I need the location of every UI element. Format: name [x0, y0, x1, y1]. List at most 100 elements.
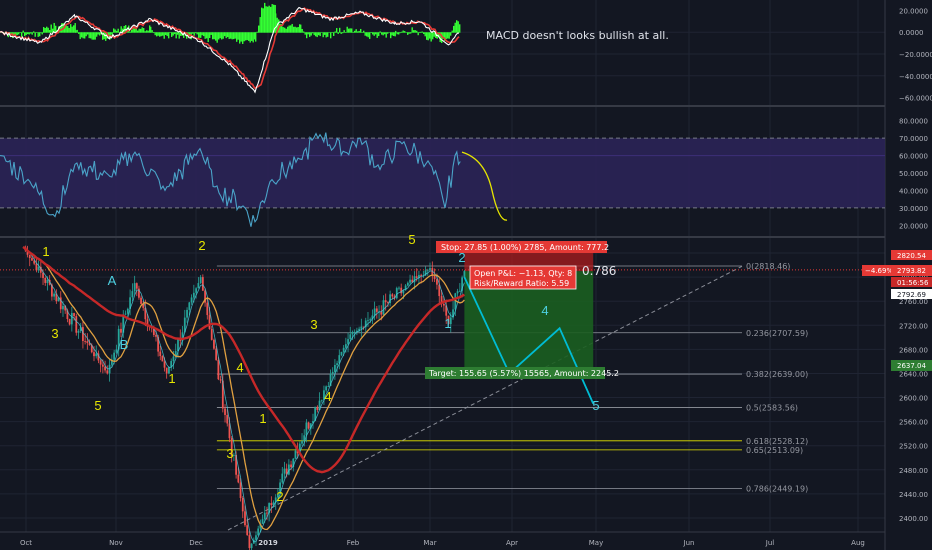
candle-body	[305, 422, 308, 436]
wave-projection[interactable]	[463, 276, 595, 404]
rsi-tick: 60.0000	[899, 153, 928, 161]
candle-body	[380, 311, 383, 315]
macd-bar	[379, 31, 381, 33]
macd-bar	[228, 32, 230, 39]
candle-body	[244, 511, 246, 526]
macd-bar	[67, 26, 69, 33]
macd-bar	[285, 28, 287, 33]
macd-bar	[143, 28, 145, 33]
candle-body	[97, 353, 100, 361]
candle-body	[290, 464, 292, 468]
macd-bar	[41, 32, 43, 35]
candle-body	[197, 283, 200, 289]
price-tag-1-bg	[891, 250, 932, 260]
macd-bar	[249, 32, 251, 43]
macd-bar	[454, 22, 456, 33]
macd-bar	[395, 30, 397, 33]
rsi-tick: 40.0000	[899, 187, 928, 195]
candle-body	[206, 302, 209, 316]
macd-bar	[31, 32, 33, 35]
macd-bar	[175, 32, 177, 39]
candle-body	[404, 285, 407, 291]
macd-bar	[342, 32, 344, 34]
fib-label: 0.65(2513.09)	[746, 446, 803, 455]
macd-bar	[299, 24, 301, 33]
candle-body	[285, 468, 288, 475]
stop-label-text: Stop: 27.85 (1.00%) 2785, Amount: 777.2	[441, 243, 609, 252]
macd-bar	[358, 30, 360, 33]
rsi-panel[interactable]	[0, 132, 885, 227]
candle-body	[364, 320, 367, 328]
macd-bar	[398, 32, 400, 35]
macd-bar	[319, 32, 321, 37]
wave-label: 5	[592, 398, 599, 413]
candle-body	[155, 334, 157, 337]
macd-bar	[456, 20, 458, 33]
target-label[interactable]: Target: 155.65 (5.57%) 15565, Amount: 22…	[425, 367, 619, 379]
target-label-text: Target: 155.65 (5.57%) 15565, Amount: 22…	[428, 369, 619, 378]
macd-bar	[37, 32, 39, 37]
macd-bar	[47, 27, 49, 33]
macd-bar	[201, 32, 203, 36]
macd-bar	[333, 32, 335, 36]
price-tags: 2820.54 −4.69% 2793.82 01:56:56 2792.69 …	[862, 250, 932, 371]
macd-bar	[262, 8, 264, 33]
macd-bar	[113, 28, 115, 33]
macd-bar	[259, 17, 261, 33]
macd-bar	[78, 32, 80, 34]
macd-bar	[336, 28, 338, 33]
macd-bar	[120, 26, 122, 33]
macd-bar	[387, 32, 389, 34]
macd-bar	[414, 30, 416, 33]
candle-body	[349, 334, 352, 340]
candle-body	[86, 341, 89, 343]
candle-body	[406, 282, 409, 286]
pnl-label[interactable]: Open P&L: −1.13, Qty: 8 Risk/Reward Rati…	[469, 265, 577, 290]
macd-bar	[315, 32, 317, 37]
candle-body	[360, 326, 363, 329]
candle-body	[362, 326, 365, 328]
candle-body	[452, 309, 454, 318]
wave-label: 2	[276, 489, 283, 504]
candle-body	[117, 328, 120, 350]
price-tick: 2680.00	[899, 346, 928, 354]
candle-body	[133, 283, 136, 292]
macd-bar	[438, 32, 440, 37]
candle-body	[338, 355, 341, 364]
macd-bar	[74, 23, 76, 33]
candle-body	[53, 293, 56, 297]
stop-label[interactable]: Stop: 27.85 (1.00%) 2785, Amount: 777.2	[436, 241, 609, 253]
candle-body	[122, 314, 125, 333]
macd-panel[interactable]: MACD doesn't looks bullish at all.	[0, 2, 669, 94]
macd-bar	[16, 32, 18, 36]
candle-body	[183, 317, 186, 333]
macd-bar	[424, 32, 426, 37]
macd-bar	[288, 25, 290, 33]
candle-body	[413, 276, 416, 283]
pnl-line-1: Open P&L: −1.13, Qty: 8	[474, 269, 572, 278]
price-panel[interactable]: 0(2818.46) 0.236(2707.59) 0.382(2639.00) 0.…	[0, 232, 885, 550]
candle-body	[90, 345, 93, 353]
time-axis[interactable]: Oct Nov Dec 2019 Feb Mar Apr May Jun Jul Aug	[20, 539, 865, 547]
candle-body	[454, 293, 457, 310]
candle-body	[201, 277, 204, 291]
macd-bar	[76, 29, 78, 33]
macd-bar	[99, 32, 101, 36]
macd-bar	[34, 32, 36, 37]
macd-bar	[123, 25, 125, 33]
candle-body	[272, 502, 275, 506]
macd-bar	[321, 32, 323, 33]
macd-bar	[399, 32, 401, 34]
macd-bar	[404, 31, 406, 33]
candle-body	[303, 435, 306, 442]
candle-body	[26, 250, 29, 255]
macd-bar	[204, 32, 206, 39]
macd-bar	[331, 32, 333, 33]
ratio-label: 0.786	[582, 264, 616, 278]
macd-bar	[157, 32, 159, 36]
macd-bar	[334, 31, 336, 33]
fib-label: 0.382(2639.00)	[746, 370, 808, 379]
macd-bar	[151, 30, 153, 33]
candle-body	[307, 422, 310, 429]
